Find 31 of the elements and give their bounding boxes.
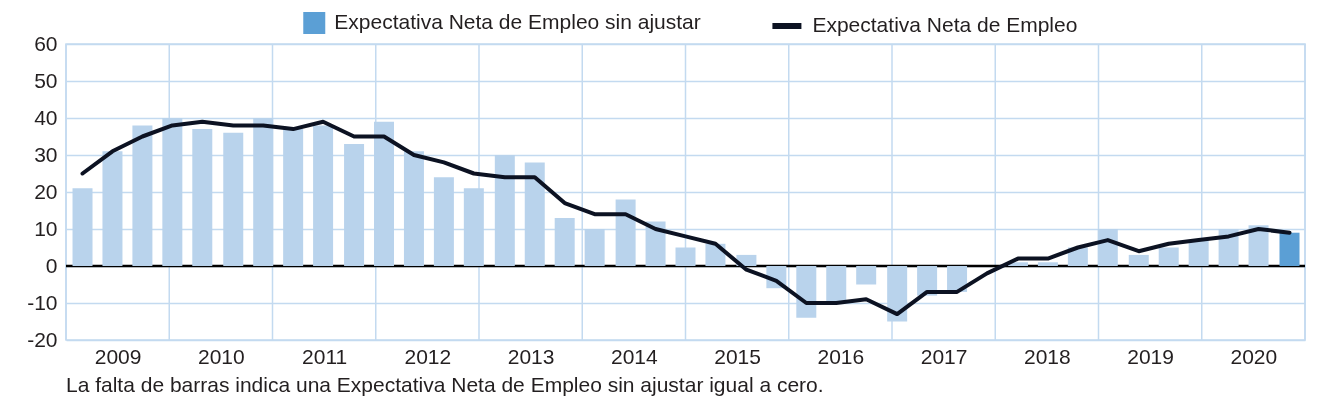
bar <box>1279 232 1300 266</box>
x-tick-label: 2016 <box>817 344 865 368</box>
x-tick-label: 2009 <box>94 344 142 368</box>
bar <box>1128 254 1149 266</box>
text: La falta de barras indica una Expectativa Neta de Empleo sin ajustar igual a cero. <box>66 373 824 396</box>
y-tick-label: 0 <box>45 253 58 277</box>
x-tick-label: 2014 <box>611 344 659 368</box>
x-tick-label: 2011 <box>302 344 348 368</box>
bar <box>826 266 847 303</box>
x-tick-label: 2015 <box>714 344 761 368</box>
legend-label: Expectativa Neta de Empleo <box>812 13 1078 36</box>
bar <box>1037 262 1058 266</box>
y-tick-label: 50 <box>34 68 58 92</box>
x-tick-label: 2019 <box>1127 344 1174 368</box>
bar <box>1158 247 1179 266</box>
y-tick-label: -20 <box>27 327 58 351</box>
x-tick-label: 2010 <box>198 344 245 368</box>
bar <box>856 266 877 285</box>
y-tick-label: 40 <box>34 105 58 129</box>
x-tick-label: 2013 <box>507 344 555 368</box>
y-tick-label: 60 <box>34 31 58 55</box>
y-tick-label: 20 <box>34 179 58 203</box>
y-tick-label: -10 <box>27 290 58 314</box>
x-tick-label: 2018 <box>1024 344 1071 368</box>
y-tick-label: 10 <box>34 216 58 240</box>
line-series <box>80 119 1292 317</box>
legend-label: Expectativa Neta de Empleo sin ajustar <box>334 10 701 33</box>
x-tick-label: 2017 <box>920 344 968 368</box>
y-tick-label: 30 <box>34 142 58 166</box>
x-tick-label: 2012 <box>404 344 452 368</box>
x-tick-label: 2020 <box>1230 344 1278 368</box>
